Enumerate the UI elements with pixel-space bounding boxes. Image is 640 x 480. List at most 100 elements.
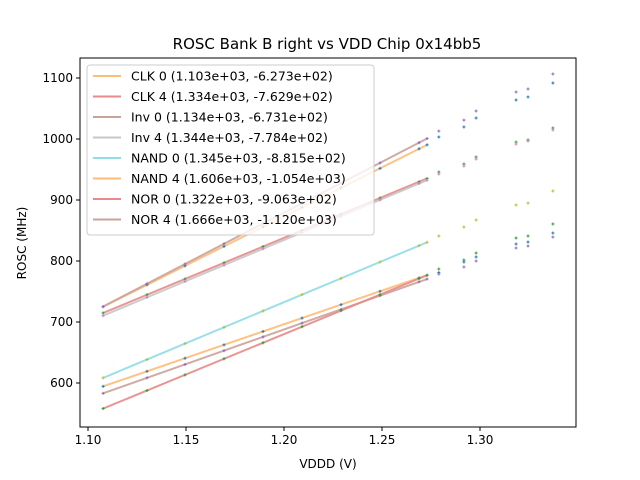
data-point [300,325,304,329]
data-point [551,81,555,85]
data-point [300,321,304,325]
data-point [551,222,555,226]
fit-line-nor-0 [102,274,428,410]
data-point [474,259,478,263]
data-point [183,262,187,266]
data-point [101,391,105,395]
data-point [474,116,478,120]
y-tick-label: 1100 [42,71,73,85]
data-point [462,164,466,168]
legend-item: CLK 4 (1.334e+03, -7.629e+02) [93,89,333,104]
data-point [101,304,105,308]
data-point [462,225,466,229]
data-point [437,129,441,133]
y-tick-label: 600 [50,376,73,390]
data-point [425,240,429,244]
legend-label: NOR 4 (1.666e+03, -1.120e+03) [131,212,337,227]
data-point [183,279,187,283]
legend-label: Inv 4 (1.344e+03, -7.784e+02) [131,130,328,145]
y-tick-label: 900 [50,193,73,207]
data-point [462,265,466,269]
data-point [526,234,530,238]
data-point [551,128,555,132]
data-point [417,141,421,145]
data-point [417,147,421,151]
legend-item: CLK 0 (1.103e+03, -6.273e+02) [93,69,333,84]
data-point [101,376,105,380]
data-point [417,182,421,186]
y-tick-label: 800 [50,254,73,268]
x-tick-label: 1.20 [271,433,298,447]
data-point [526,87,530,91]
legend-item: Inv 4 (1.344e+03, -7.784e+02) [93,130,328,145]
data-point [145,295,149,299]
data-point [425,273,429,277]
x-tick-label: 1.15 [173,433,200,447]
data-point [437,234,441,238]
data-point [261,329,265,333]
data-point [514,246,518,250]
data-point [526,201,530,205]
x-tick-label: 1.30 [467,433,494,447]
data-point [462,260,466,264]
x-tick-label: 1.25 [369,433,396,447]
data-point [378,260,382,264]
data-point [222,349,226,353]
data-point [514,90,518,94]
data-point [526,244,530,248]
data-point [514,142,518,146]
data-point [462,125,466,129]
data-point [551,231,555,235]
data-point [222,242,226,246]
data-point [551,72,555,76]
data-point [261,309,265,313]
x-tick-label: 1.10 [75,433,102,447]
data-point [378,161,382,165]
data-point [145,293,149,297]
y-tick-label: 700 [50,315,73,329]
data-point [437,172,441,176]
data-point [551,189,555,193]
x-axis: 1.10 1.15 1.20 1.25 1.30 [75,427,494,447]
data-point [378,166,382,170]
data-point [101,407,105,411]
axes-frame [79,57,577,428]
legend-item: Inv 0 (1.134e+03, -6.731e+02) [93,110,328,125]
data-point [474,218,478,222]
data-point [474,109,478,113]
x-axis-label: VDDD (V) [299,457,356,471]
data-point [417,280,421,284]
legend-item: NOR 4 (1.666e+03, -1.120e+03) [93,212,337,227]
data-point [417,244,421,248]
data-point [462,118,466,122]
data-point [514,236,518,240]
data-point [183,342,187,346]
data-point [551,235,555,239]
data-point [222,357,226,361]
data-point [222,325,226,329]
y-tick-label: 1000 [42,132,73,146]
data-point [261,341,265,345]
data-point [145,369,149,373]
data-point [101,384,105,388]
data-point [145,389,149,393]
chart-title: ROSC Bank B right vs VDD Chip 0x14bb5 [173,35,482,53]
data-point [526,95,530,99]
data-point [261,335,265,339]
data-point [145,358,149,362]
legend-label: CLK 4 (1.334e+03, -7.629e+02) [131,89,333,104]
data-point [183,362,187,366]
legend: CLK 0 (1.103e+03, -6.273e+02) CLK 4 (1.33… [86,64,375,236]
data-point [261,247,265,251]
data-point [300,293,304,297]
data-point [417,277,421,281]
data-point [222,343,226,347]
data-point [339,309,343,313]
data-point [101,311,105,315]
data-point [378,293,382,297]
data-point [425,178,429,182]
data-point [514,203,518,207]
legend-label: NAND 0 (1.345e+03, -8.815e+02) [131,151,346,166]
data-point [183,373,187,377]
